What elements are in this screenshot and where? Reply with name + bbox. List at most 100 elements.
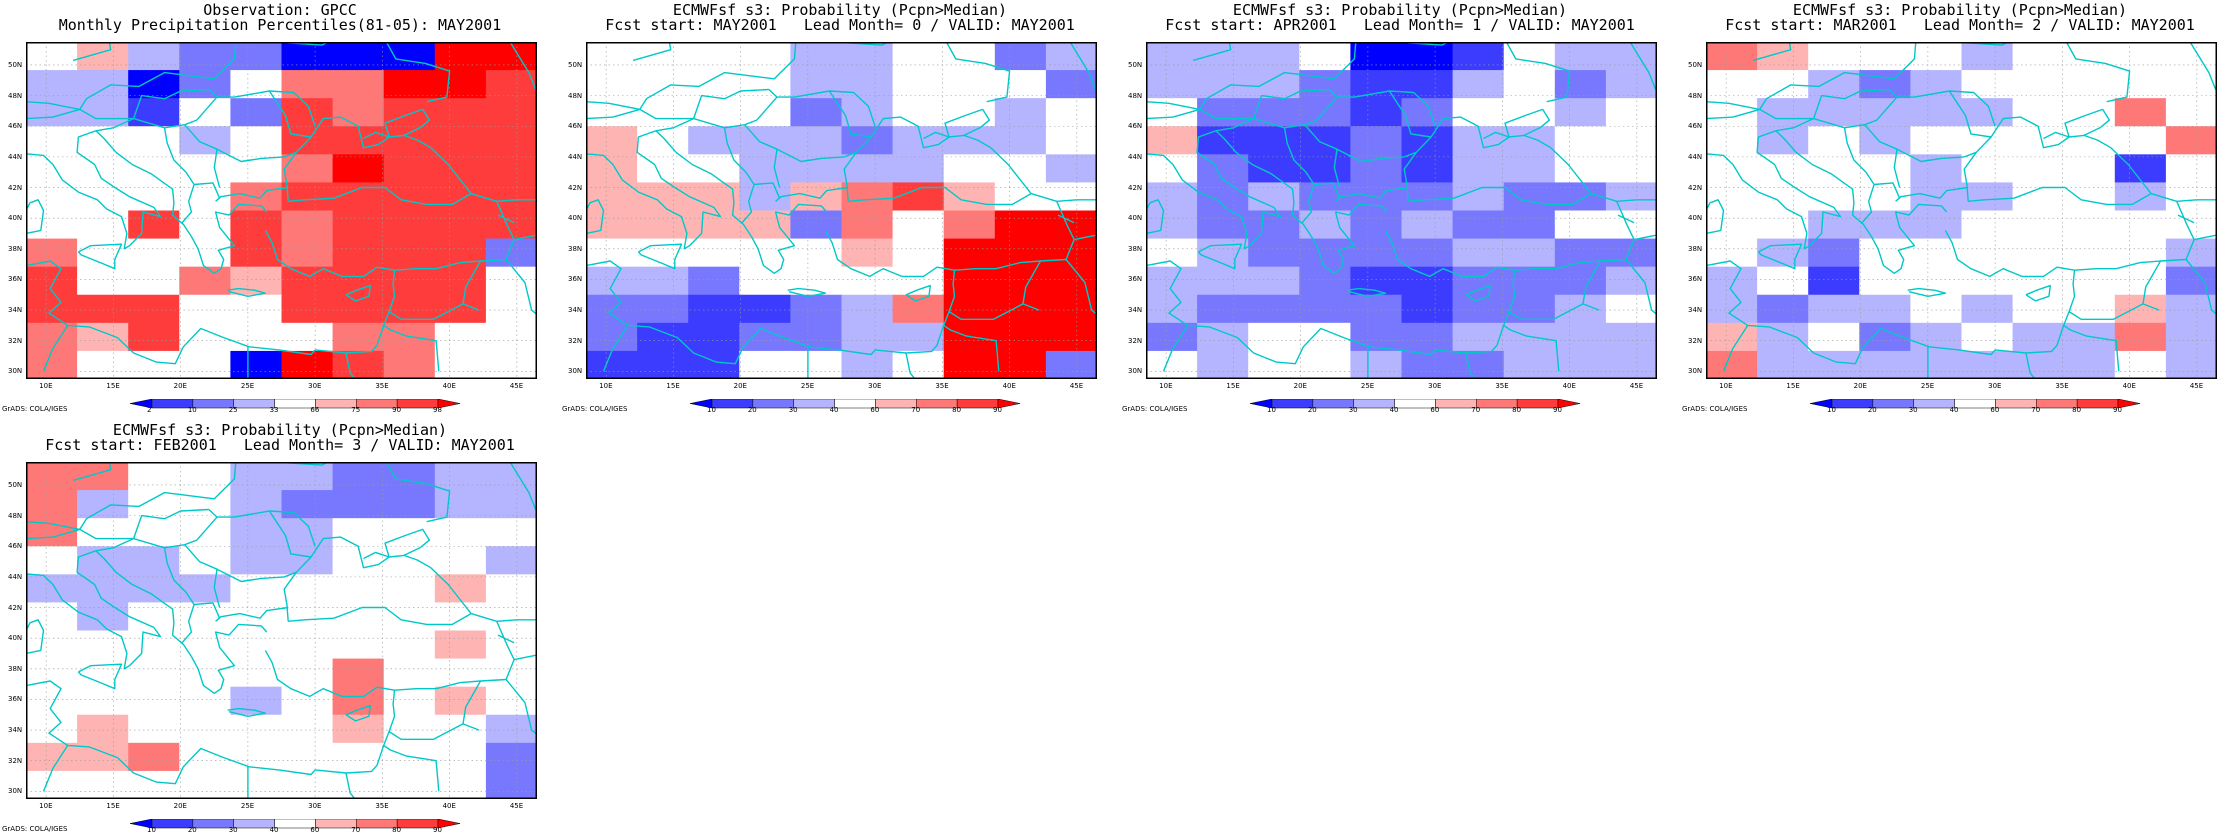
- grid-cell: [332, 518, 385, 547]
- colorbar-segment: [2076, 398, 2119, 409]
- coastline: [383, 324, 440, 372]
- colorbar-segment: [997, 398, 1021, 409]
- grid-cell: [434, 518, 487, 547]
- grid-cell: [128, 546, 180, 575]
- grid-cell: [790, 322, 843, 352]
- coastline: [363, 131, 390, 140]
- grid-cell: [179, 294, 231, 324]
- grid-cell: [77, 714, 129, 744]
- grid-cell: [485, 238, 537, 268]
- grid-cell: [1859, 154, 1911, 184]
- colorbar-label: 25: [228, 406, 238, 414]
- grid-cell: [230, 238, 283, 268]
- colorbar-label: 80: [1512, 406, 1522, 414]
- grid-cell: [1197, 322, 1249, 352]
- grid-cell: [1401, 98, 1454, 127]
- grid-cell: [994, 126, 1047, 155]
- grid-cell: [485, 266, 537, 296]
- grid-cell: [77, 686, 129, 716]
- coastline: [283, 116, 472, 202]
- grid-cell: [586, 322, 638, 352]
- coastline: [2063, 324, 2120, 372]
- grid-cell: [637, 238, 689, 268]
- grid-cell: [790, 294, 843, 324]
- colorbar-label: 90: [433, 826, 442, 834]
- grid-cell: [332, 462, 385, 491]
- lat-tick-label: 30N: [8, 787, 23, 796]
- grid-cell: [1197, 210, 1249, 240]
- grid-cell: [1605, 322, 1657, 352]
- coastline: [384, 108, 431, 138]
- coastline: [95, 130, 192, 237]
- coastline: [948, 303, 1040, 320]
- grid-cell: [1503, 126, 1556, 155]
- lat-tick-label: 48N: [8, 511, 23, 520]
- grid-cell: [332, 42, 385, 71]
- grid-cell: [2114, 70, 2167, 99]
- grid-cell: [77, 126, 129, 155]
- lat-tick-label: 42N: [8, 183, 23, 192]
- grid-cell: [485, 770, 537, 799]
- map-frame: [586, 42, 1097, 379]
- lat-tick-label: 46N: [1688, 122, 1703, 131]
- grid-cell: [1808, 126, 1860, 155]
- coastline: [848, 186, 1032, 206]
- grid-cell: [1859, 70, 1911, 99]
- coastline: [497, 634, 515, 644]
- grid-cell: [383, 42, 436, 71]
- grid-cell: [485, 462, 537, 491]
- grid-cell: [2063, 42, 2116, 71]
- lat-tick-label: 42N: [568, 183, 583, 192]
- grid-cell: [77, 350, 129, 379]
- lat-tick-label: 46N: [8, 542, 23, 551]
- grid-cell: [1248, 182, 1300, 212]
- coastline: [215, 606, 289, 622]
- grid-cell: [485, 658, 537, 688]
- grid-cell: [892, 70, 945, 99]
- lat-tick-label: 40N: [8, 214, 23, 223]
- grid-cell: [485, 686, 537, 716]
- grid-cell: [383, 658, 436, 688]
- panel-title-line1: ECMWFsf s3: Probability (Pcpn>Median): [672, 1, 1008, 19]
- grid-cell: [739, 350, 791, 379]
- lon-tick-label: 10E: [599, 382, 613, 390]
- coastline: [77, 243, 123, 270]
- grid-cell: [2165, 350, 2217, 379]
- grid-cell: [434, 630, 487, 660]
- coastline: [95, 537, 297, 583]
- grid-cell: [1045, 266, 1097, 296]
- grid-cell: [383, 350, 436, 379]
- grid-cell: [128, 182, 180, 212]
- colorbar-label: 33: [269, 406, 279, 414]
- grid-cell: [2165, 154, 2217, 184]
- lon-tick-label: 25E: [240, 382, 255, 390]
- grid-cell: [230, 210, 283, 240]
- grid-cell: [943, 350, 996, 379]
- colorbar-segment: [1995, 398, 2037, 409]
- grid-cell: [179, 350, 231, 379]
- coastline: [1706, 101, 1760, 111]
- grid-cell: [485, 182, 537, 212]
- colorbar-label: 10: [1267, 406, 1276, 414]
- grid-cell: [485, 322, 537, 352]
- colorbar-segment: [396, 398, 439, 409]
- coastline: [1968, 186, 2152, 206]
- grid-cell: [230, 770, 283, 799]
- coastline: [586, 101, 640, 111]
- lat-tick-label: 50N: [1128, 60, 1143, 69]
- colorbar-segment: [151, 398, 194, 409]
- lon-tick-label: 30E: [308, 382, 322, 390]
- grid-cell: [332, 98, 385, 127]
- grid-cell: [1299, 294, 1351, 324]
- grid-cell: [179, 126, 231, 155]
- grid-cell: [1554, 350, 1607, 379]
- coastline: [1759, 42, 1917, 110]
- grid-cell: [332, 602, 385, 632]
- grid-cell: [1350, 350, 1403, 379]
- colorbar-segment: [233, 818, 275, 829]
- lat-tick-label: 40N: [1128, 214, 1143, 223]
- colorbar-segment: [437, 398, 461, 409]
- grid-cell: [943, 42, 996, 71]
- grid-cell: [1961, 238, 2014, 268]
- coastline: [1503, 324, 1560, 372]
